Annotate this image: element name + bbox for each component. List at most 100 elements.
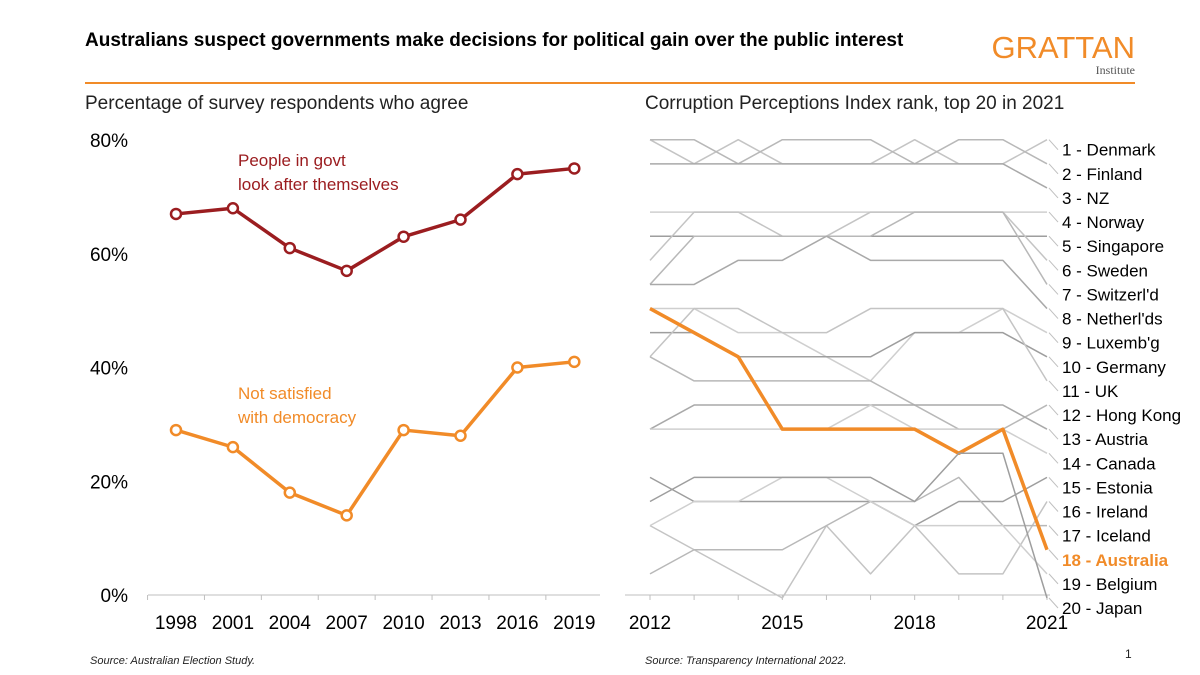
- right-series-line: [649, 404, 1048, 430]
- right-series-label: 3 - NZ: [1062, 189, 1109, 208]
- left-data-point: [169, 423, 183, 437]
- right-series-line: [650, 331, 1048, 358]
- right-label-leader: [1048, 284, 1059, 295]
- right-series-line: [650, 163, 1048, 189]
- right-label-leader: [1048, 477, 1059, 488]
- right-series-label: 18 - Australia: [1062, 551, 1169, 570]
- right-label-leader: [1048, 163, 1059, 175]
- left-data-point: [283, 241, 297, 255]
- right-series-label: 20 - Japan: [1062, 599, 1142, 618]
- right-chart-source: Source: Transparency International 2022.: [645, 655, 847, 667]
- logo-wordmark: GRATTAN: [991, 30, 1135, 65]
- left-x-tick-label: 2016: [496, 613, 538, 634]
- left-series-label: with democracy: [237, 408, 357, 427]
- right-series-label: 4 - Norway: [1062, 213, 1145, 232]
- right-series-line: [649, 476, 1048, 575]
- left-data-point: [511, 361, 524, 374]
- right-series-line: [649, 138, 1048, 165]
- right-series-line: [649, 356, 1048, 430]
- right-label-leader: [1048, 308, 1059, 319]
- left-data-point: [454, 429, 467, 442]
- right-series-label: 17 - Iceland: [1062, 527, 1151, 546]
- left-chart-title: Percentage of survey respondents who agr…: [85, 93, 469, 114]
- right-label-leader: [1048, 549, 1059, 561]
- right-series-label: 12 - Hong Kong: [1062, 406, 1181, 425]
- right-series-line: [649, 476, 1047, 575]
- left-data-point: [226, 440, 240, 454]
- right-series-label: 5 - Singapore: [1062, 237, 1164, 256]
- left-data-point: [397, 230, 410, 243]
- right-series-line: [649, 501, 1048, 599]
- left-series-label: look after themselves: [238, 175, 399, 194]
- left-x-tick-label: 2010: [382, 613, 424, 634]
- left-x-tick-label: 2004: [269, 613, 312, 634]
- left-y-tick-label: 80%: [90, 131, 128, 152]
- left-x-tick-label: 2001: [212, 613, 254, 634]
- right-label-leader: [1048, 452, 1059, 464]
- left-data-point: [169, 207, 183, 221]
- right-label-leader: [1048, 356, 1059, 368]
- right-series-line: [650, 307, 1048, 382]
- left-chart-source: Source: Australian Election Study.: [90, 655, 256, 667]
- left-x-tick-label: 2007: [326, 613, 368, 634]
- left-x-tick-label: 2013: [439, 613, 481, 634]
- right-label-leader: [1048, 404, 1059, 416]
- right-series-line: [649, 211, 1048, 285]
- right-series-label: 6 - Sweden: [1062, 261, 1148, 280]
- left-series-label: Not satisfied: [238, 384, 332, 403]
- right-x-tick-label: 2021: [1026, 613, 1068, 634]
- grattan-logo: GRATTAN Institute: [985, 30, 1135, 80]
- right-label-leader: [1048, 428, 1059, 440]
- right-series-line: [650, 235, 1048, 310]
- right-series-label: 16 - Ireland: [1062, 503, 1148, 522]
- right-series-line: [649, 452, 1048, 599]
- left-series-line: [175, 166, 575, 273]
- right-series-label: 1 - Denmark: [1062, 141, 1156, 160]
- left-data-point: [226, 202, 240, 215]
- right-label-leader: [1048, 380, 1059, 392]
- page-title: Australians suspect governments make dec…: [85, 30, 904, 51]
- right-series-label: 14 - Canada: [1062, 454, 1156, 473]
- right-series-label: 11 - UK: [1062, 382, 1119, 401]
- right-series-label: 15 - Estonia: [1062, 478, 1153, 497]
- right-series-label: 2 - Finland: [1062, 165, 1142, 184]
- right-series-label: 19 - Belgium: [1062, 575, 1157, 594]
- left-data-point: [568, 355, 581, 369]
- left-data-point: [283, 486, 297, 499]
- page-number: 1: [1125, 647, 1132, 661]
- left-y-tick-label: 20%: [90, 472, 128, 493]
- right-label-leader: [1048, 211, 1059, 223]
- title-rule: [85, 82, 1135, 84]
- right-chart-title: Corruption Perceptions Index rank, top 2…: [645, 93, 1065, 114]
- left-y-tick-label: 60%: [90, 245, 128, 266]
- right-series-line: [649, 307, 1048, 382]
- left-y-tick-label: 40%: [90, 359, 128, 380]
- right-label-leader: [1048, 573, 1059, 585]
- left-data-point: [511, 167, 524, 181]
- left-data-point: [340, 509, 353, 522]
- right-series-label: 9 - Luxemb'g: [1062, 334, 1160, 353]
- left-data-point: [397, 423, 410, 437]
- right-series-label: 8 - Netherl'ds: [1062, 310, 1163, 329]
- left-x-tick-label: 2019: [553, 613, 595, 634]
- right-series-label: 13 - Austria: [1062, 430, 1149, 449]
- right-label-leader: [1048, 187, 1059, 199]
- left-series-line: [175, 360, 575, 518]
- right-label-leader: [1048, 525, 1059, 536]
- right-series-label: 7 - Switzerl'd: [1062, 285, 1159, 304]
- right-series-line: [650, 404, 1048, 454]
- right-series-label: 10 - Germany: [1062, 358, 1166, 377]
- logo-subtitle: Institute: [1095, 63, 1135, 77]
- right-label-leader: [1048, 597, 1059, 609]
- left-x-tick-label: 1998: [155, 613, 197, 634]
- left-series-label: People in govt: [238, 151, 346, 170]
- right-label-leader: [1048, 332, 1059, 344]
- right-label-leader: [1048, 139, 1059, 151]
- right-label-leader: [1048, 501, 1059, 512]
- right-series-line: [650, 138, 1048, 165]
- right-x-tick-label: 2015: [761, 613, 803, 634]
- left-data-point: [568, 162, 581, 175]
- right-label-leader: [1048, 259, 1059, 271]
- left-y-tick-label: 0%: [101, 586, 129, 607]
